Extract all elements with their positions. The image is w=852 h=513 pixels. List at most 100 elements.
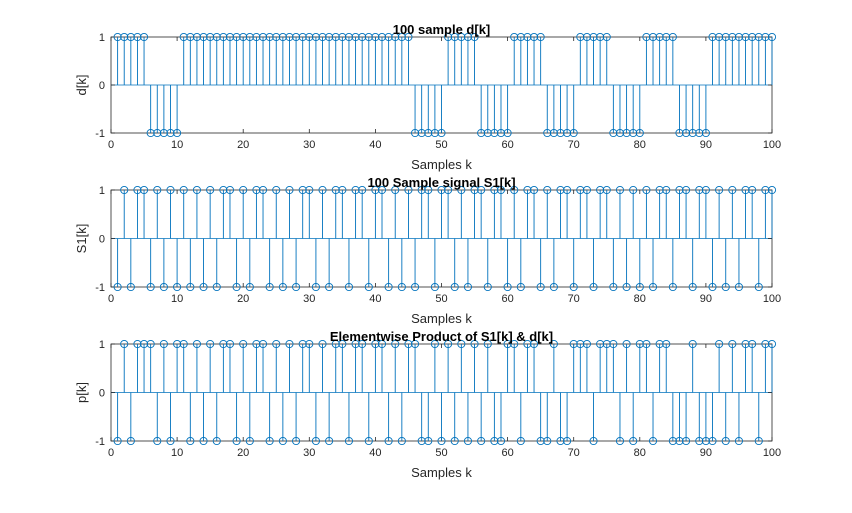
stem-marker [589, 32, 598, 42]
y-tick-label: -1 [95, 436, 105, 448]
stem-marker [424, 436, 433, 446]
stem-marker [179, 185, 188, 195]
stem-marker [305, 32, 314, 42]
stem-marker [186, 32, 195, 42]
stem-marker [675, 185, 684, 195]
stem-marker [516, 282, 525, 292]
stem-marker [252, 32, 261, 42]
stem-marker [417, 185, 426, 195]
x-tick-label: 0 [108, 293, 114, 305]
stem-marker [754, 436, 763, 446]
stem-marker [331, 32, 340, 42]
stem-marker [325, 436, 334, 446]
stem-marker [444, 339, 453, 349]
stem-marker [576, 32, 585, 42]
x-tick-label: 60 [501, 447, 513, 459]
x-tick-label: 70 [568, 447, 580, 459]
stem-marker [463, 282, 472, 292]
stem-marker [371, 185, 380, 195]
stem-marker [701, 185, 710, 195]
stem-marker [721, 32, 730, 42]
stem-marker [655, 32, 664, 42]
stem-marker [173, 128, 182, 138]
stem-marker [549, 339, 558, 349]
stem-marker [496, 436, 506, 446]
stem-marker [437, 128, 446, 138]
x-tick-label: 40 [369, 139, 381, 151]
stem-marker [225, 339, 235, 349]
stem-marker [688, 128, 697, 138]
stem-marker [721, 282, 730, 292]
stem-marker [543, 436, 552, 446]
stem-marker [668, 32, 677, 42]
stem-marker [648, 32, 658, 42]
stem-marker [212, 436, 221, 446]
y-tick-label: -1 [95, 282, 105, 294]
stem-marker [186, 282, 195, 292]
stem-marker [635, 339, 644, 349]
x-tick-label: 40 [369, 293, 381, 305]
stem-marker [133, 339, 142, 349]
stem-marker [483, 282, 492, 292]
stem-marker [199, 32, 208, 42]
x-tick-label: 0 [108, 447, 114, 459]
stem-marker [146, 282, 155, 292]
stem-marker [298, 185, 307, 195]
x-tick-label: 70 [568, 139, 580, 151]
stem-marker [496, 128, 506, 138]
stem-marker [668, 282, 677, 292]
stem-marker [635, 282, 644, 292]
stem-marker [166, 436, 175, 446]
stem-marker [424, 185, 433, 195]
stem-marker [715, 185, 724, 195]
stem-marker [331, 339, 340, 349]
stem-marker [305, 185, 314, 195]
stem-marker [490, 436, 499, 446]
y-tick-label: 0 [99, 234, 105, 246]
stem-marker [245, 436, 254, 446]
stem-marker [239, 185, 248, 195]
stem-marker [569, 128, 578, 138]
stem-marker [404, 185, 413, 195]
stem-marker [642, 339, 651, 349]
stem-marker [331, 185, 340, 195]
stem-marker [503, 339, 512, 349]
stem-marker [543, 185, 552, 195]
x-tick-label: 30 [303, 447, 315, 459]
stem-marker [139, 339, 149, 349]
stem-marker [477, 128, 486, 138]
stem-marker [186, 436, 195, 446]
stem-marker [311, 32, 320, 42]
stem-marker [344, 282, 354, 292]
stem-marker [120, 32, 129, 42]
stem-marker [384, 282, 393, 292]
stem-marker [318, 185, 327, 195]
stem-marker [179, 339, 188, 349]
stem-marker [384, 32, 393, 42]
stem-marker [563, 436, 572, 446]
stem-marker [477, 436, 486, 446]
stem-marker [252, 339, 261, 349]
stem-marker [748, 185, 757, 195]
stem-marker [265, 32, 274, 42]
stem-marker [404, 32, 413, 42]
stem-marker [338, 32, 347, 42]
stem-marker [212, 282, 221, 292]
x-tick-label: 80 [634, 139, 646, 151]
stem-marker [635, 128, 644, 138]
stem-marker [622, 339, 631, 349]
y-axis-label: p[k] [74, 382, 89, 403]
stem-marker [225, 185, 235, 195]
stem-marker [655, 185, 664, 195]
x-tick-label: 10 [171, 293, 183, 305]
stem-marker [173, 339, 182, 349]
stem-marker [609, 282, 618, 292]
stem-marker [523, 32, 532, 42]
stem-marker [629, 128, 638, 138]
stem-marker [708, 32, 717, 42]
stem-marker [232, 32, 241, 42]
stem-marker [576, 339, 585, 349]
stem-marker [470, 339, 479, 349]
stem-marker [629, 436, 638, 446]
